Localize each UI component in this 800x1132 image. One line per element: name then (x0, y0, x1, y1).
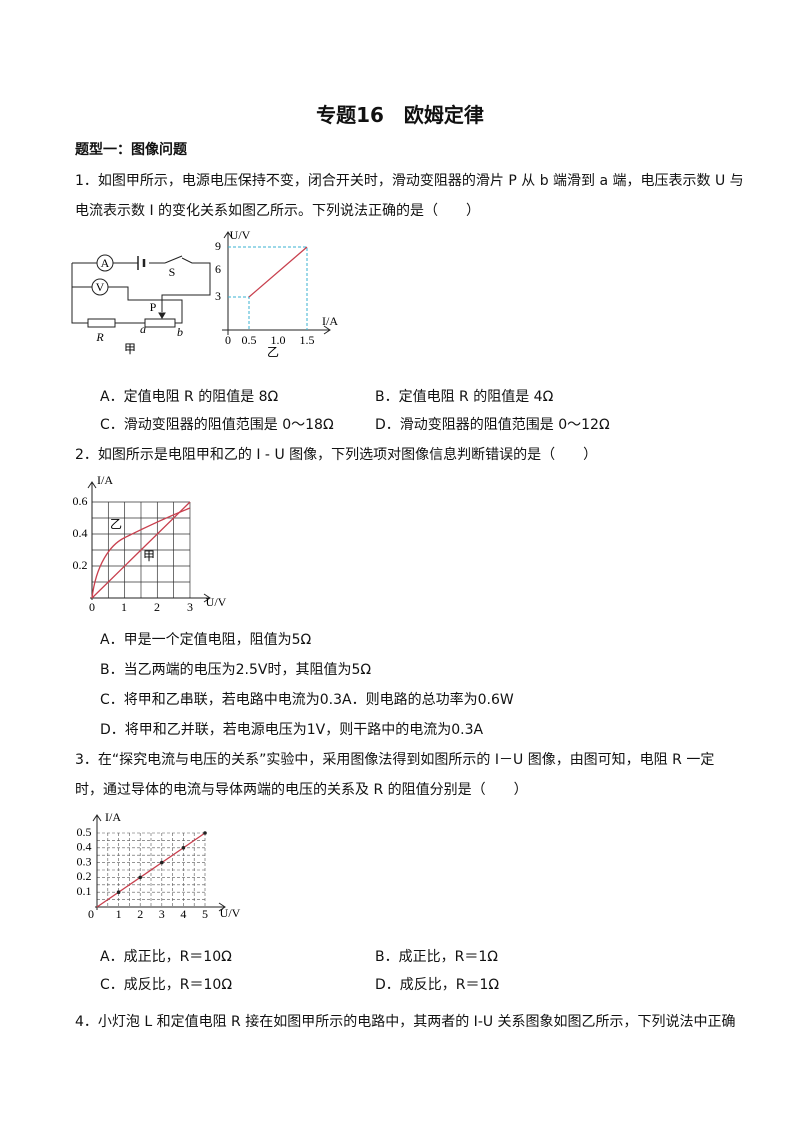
option: B．定值电阻 R 的阻值是 4Ω (375, 389, 554, 405)
tick-label: 4 (180, 907, 186, 921)
tick-label: 0 (89, 600, 95, 614)
option: A．定值电阻 R 的阻值是 8Ω (100, 389, 279, 405)
resistor-label: R (95, 330, 104, 344)
section-heading: 题型一：图像问题 (75, 142, 187, 158)
tick-label: 5 (202, 907, 208, 921)
figure-caption: 乙 (267, 345, 279, 359)
x-axis-label: U/V (220, 906, 241, 920)
question-text: 电流表示数 I 的变化关系如图乙所示。下列说法正确的是（ ） (75, 203, 481, 219)
data-point (203, 831, 207, 835)
title: 专题16 欧姆定律 (316, 103, 484, 127)
option: C．将甲和乙串联，若电路中电流为0.3A．则电路的总功率为0.6W (100, 692, 514, 708)
option: C．成反比，R＝10Ω (100, 977, 233, 993)
tick-label: 3 (187, 600, 193, 614)
question-text: 1．如图甲所示，电源电压保持不变，闭合开关时，滑动变阻器的滑片 P 从 b 端滑… (75, 173, 744, 189)
switch-label: S (169, 265, 176, 279)
y-axis-label: I/A (97, 473, 113, 487)
option: C．滑动变阻器的阻值范围是 0～18Ω (100, 417, 334, 433)
data-point (116, 890, 121, 894)
tick-label: 0.5 (242, 333, 257, 347)
option: D．成反比，R＝1Ω (375, 977, 500, 993)
x-axis-label: I/A (322, 314, 338, 328)
tick-label: 3 (159, 907, 165, 921)
curve-label: 甲 (143, 549, 155, 563)
tick-label: 9 (215, 239, 221, 253)
option: D．滑动变阻器的阻值范围是 0～12Ω (375, 417, 610, 433)
tick-label: 0 (225, 333, 231, 347)
ammeter-label: A (101, 256, 110, 270)
y-axis-label: I/A (105, 810, 121, 824)
tick-label: 3 (215, 289, 221, 303)
end-b-label: b (177, 325, 183, 339)
question-text: 时，通过导体的电流与导体两端的电压的关系及 R 的阻值分别是（ ） (75, 782, 528, 798)
x-axis-label: U/V (206, 595, 227, 609)
voltmeter-label: V (96, 280, 105, 294)
option: B．成正比，R＝1Ω (375, 949, 498, 965)
tick-label: 1 (121, 600, 127, 614)
question-text: 2．如图所示是电阻甲和乙的 I - U 图像，下列选项对图像信息判断错误的是（ … (75, 447, 598, 463)
tick-label: 0.2 (73, 558, 88, 572)
slider-label: P (150, 300, 157, 314)
tick-label: 2 (154, 600, 160, 614)
data-point (138, 875, 142, 880)
option: A．甲是一个定值电阻，阻值为5Ω (100, 632, 312, 648)
curve-label: 乙 (110, 517, 122, 531)
option: D．将甲和乙并联，若电源电压为1V，则干路中的电流为0.3A (100, 722, 484, 738)
tick-label: 0.3 (77, 854, 92, 868)
tick-label: 1 (116, 907, 122, 921)
tick-label: 0.4 (73, 526, 88, 540)
tick-label: 0.1 (77, 884, 92, 898)
tick-label: 6 (215, 262, 221, 276)
data-point (160, 860, 164, 865)
y-axis-label: U/V (230, 228, 251, 242)
tick-label: 0.6 (73, 494, 88, 508)
figure-caption: 甲 (124, 342, 136, 356)
tick-label: 1.0 (271, 333, 286, 347)
tick-label: 0.4 (77, 840, 92, 854)
option: B．当乙两端的电压为2.5V时，其阻值为5Ω (100, 662, 372, 678)
question-text: 4．小灯泡 L 和定值电阻 R 接在如图甲所示的电路中，其两者的 I-U 关系图… (75, 1014, 736, 1030)
tick-label: 0.2 (77, 869, 92, 883)
end-a-label: a (140, 322, 146, 336)
tick-label: 2 (137, 907, 143, 921)
tick-label: 0.5 (77, 825, 92, 839)
tick-label: 0 (88, 907, 94, 921)
tick-label: 1.5 (300, 333, 315, 347)
question-text: 3．在“探究电流与电压的关系”实验中，采用图像法得到如图所示的 I－U 图像，由… (75, 752, 715, 768)
data-point (181, 846, 186, 850)
option: A．成正比，R＝10Ω (100, 949, 232, 965)
